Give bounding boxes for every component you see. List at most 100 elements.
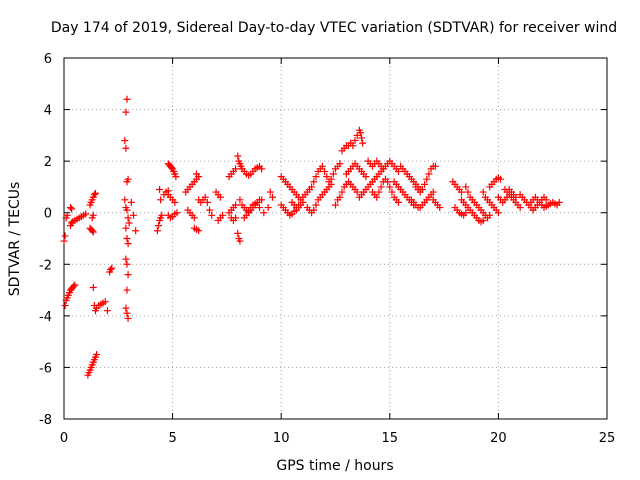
y-tick-label: 6 [44, 52, 52, 67]
y-axis-title: SDTVAR / TECUs [7, 182, 23, 297]
data-point [216, 193, 224, 201]
data-point [384, 178, 392, 186]
y-tick-label: 0 [44, 207, 52, 222]
data-point [312, 201, 320, 209]
data-point [125, 219, 133, 227]
data-point [190, 214, 198, 222]
data-point [89, 228, 97, 236]
data-point [232, 214, 240, 222]
data-point [107, 265, 115, 273]
data-point [219, 211, 227, 219]
data-point [258, 165, 266, 173]
data-point [394, 198, 402, 206]
data-point [89, 283, 97, 291]
data-point [168, 164, 176, 172]
data-point [153, 227, 161, 235]
data-point [157, 196, 165, 204]
data-point [377, 183, 385, 191]
y-tick-label: 2 [44, 155, 52, 170]
data-point [89, 211, 97, 219]
x-tick-label: 10 [273, 431, 290, 446]
data-point [542, 196, 550, 204]
data-point [208, 211, 216, 219]
data-point [245, 207, 253, 215]
data-point [323, 173, 331, 181]
data-point [234, 229, 242, 237]
data-point [464, 188, 472, 196]
data-point [329, 170, 337, 178]
data-point [108, 264, 116, 272]
data-point [386, 183, 394, 191]
data-point [91, 189, 99, 197]
x-tick-label: 15 [382, 431, 399, 446]
y-tick-label: -6 [39, 361, 52, 376]
x-tick-label: 5 [168, 431, 176, 446]
data-point [124, 175, 132, 183]
x-tick-label: 0 [60, 431, 68, 446]
data-point [124, 214, 132, 222]
y-tick-label: -4 [39, 310, 52, 325]
data-point [255, 204, 263, 212]
grid-lines [64, 58, 607, 419]
data-point [358, 134, 366, 142]
data-point [67, 204, 75, 212]
data-point [124, 314, 132, 322]
data-point [251, 200, 259, 208]
data-point [234, 152, 242, 160]
data-point [332, 201, 339, 209]
data-point [90, 191, 98, 199]
data-point [349, 142, 357, 150]
y-axis-tick-labels: 6 4 2 0 -2 -4 -6 -8 [39, 52, 52, 428]
data-point [122, 304, 130, 312]
data-point [242, 211, 250, 219]
data-point [266, 188, 274, 196]
data-point [88, 227, 96, 235]
data-point [236, 237, 244, 245]
data-point [258, 196, 266, 204]
data-point [375, 188, 383, 196]
data-point [195, 227, 203, 235]
data-point [423, 175, 431, 183]
data-point [236, 196, 244, 204]
data-point [71, 281, 79, 289]
data-point [201, 193, 209, 201]
data-point [321, 167, 329, 175]
data-point [264, 204, 272, 212]
data-point [418, 186, 426, 194]
data-point [359, 139, 367, 147]
data-point [232, 201, 240, 209]
x-axis-tick-labels: 0 5 10 15 20 25 [60, 431, 615, 446]
y-tick-label: -2 [39, 258, 52, 273]
data-point [312, 173, 320, 181]
data-point [156, 186, 164, 194]
data-point [421, 180, 429, 188]
data-point [310, 206, 318, 214]
data-point [61, 232, 69, 240]
data-point [425, 170, 433, 178]
data-point [122, 224, 130, 232]
data-point [336, 193, 344, 201]
data-point [158, 211, 166, 219]
data-point [338, 188, 346, 196]
data-point [479, 188, 487, 196]
data-point [124, 240, 132, 248]
data-points [60, 95, 563, 379]
data-point [356, 129, 364, 137]
data-point [123, 260, 131, 268]
data-point [232, 165, 240, 173]
data-point [260, 209, 268, 217]
data-point [70, 282, 78, 290]
data-point [457, 188, 465, 196]
data-point [122, 108, 130, 116]
data-point [172, 173, 180, 181]
data-point [388, 188, 396, 196]
data-point [171, 198, 179, 206]
data-point [512, 193, 520, 201]
data-point [82, 210, 90, 218]
plot-frame [63, 57, 608, 420]
data-point [555, 198, 563, 206]
data-point [123, 286, 131, 294]
data-point [310, 178, 318, 186]
data-point [123, 309, 131, 317]
data-point [362, 173, 370, 181]
